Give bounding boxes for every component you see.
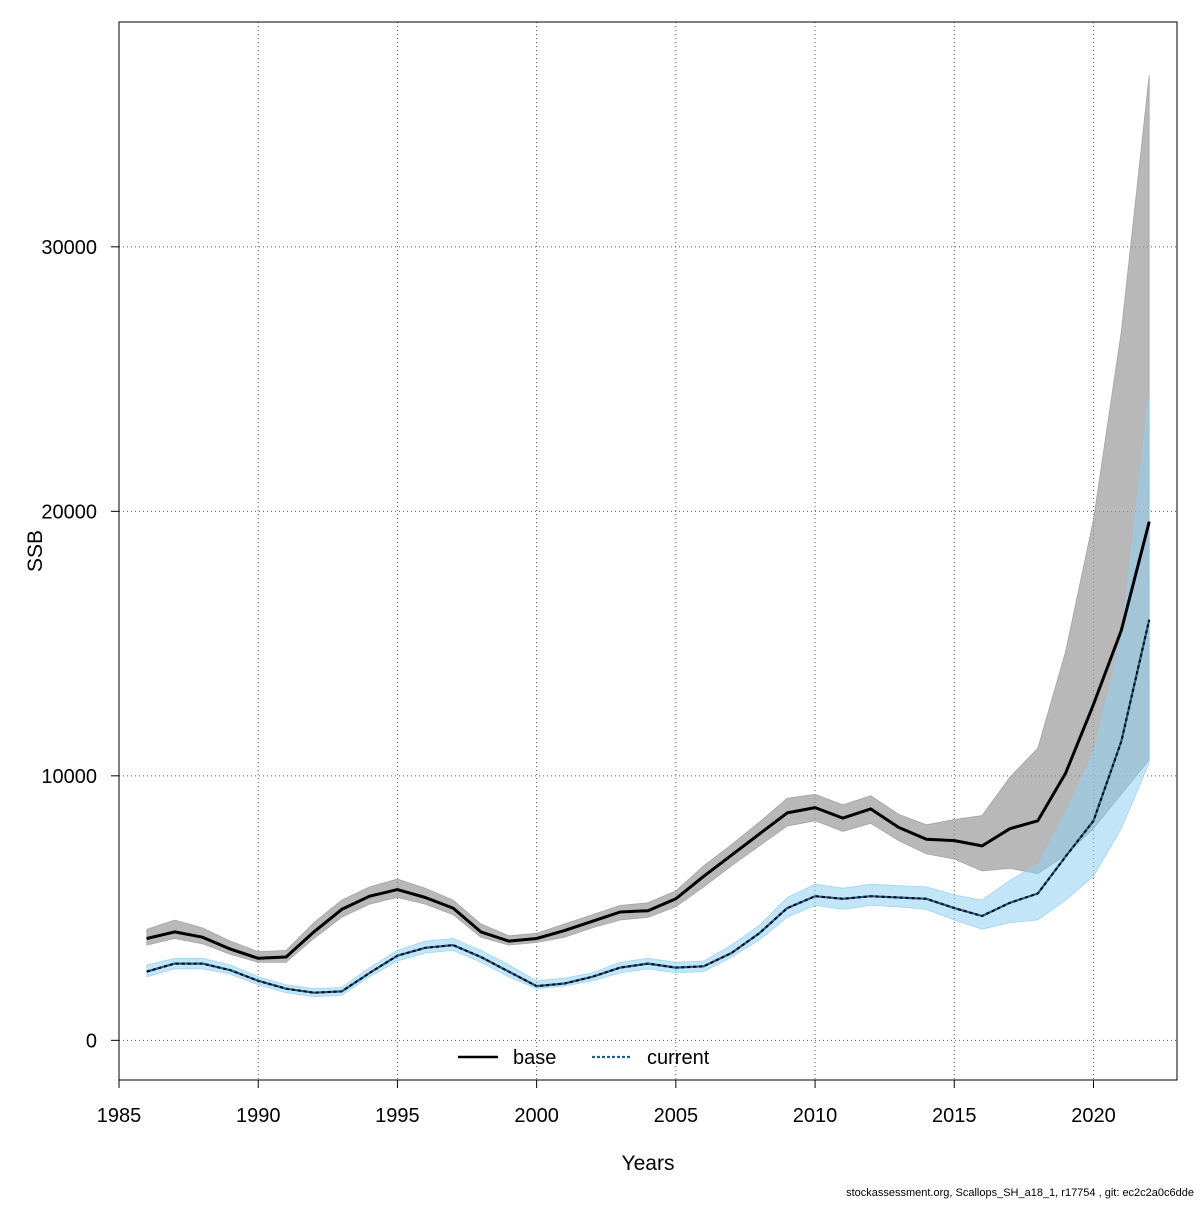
- band-current: [146, 394, 1150, 998]
- point-current: [146, 970, 148, 973]
- x-tick-label: 1995: [375, 1105, 420, 1127]
- point-current: [563, 982, 566, 985]
- point-base: [146, 937, 148, 940]
- line-layer: [146, 521, 1151, 994]
- y-axis-title: SSB: [24, 530, 47, 572]
- point-current: [842, 898, 844, 900]
- point-base: [201, 936, 204, 938]
- point-current: [675, 966, 677, 969]
- point-base: [1120, 629, 1122, 631]
- point-base: [953, 840, 955, 842]
- y-tick-label: 0: [86, 1030, 97, 1052]
- point-base: [341, 908, 343, 910]
- point-base: [703, 875, 705, 877]
- point-base: [981, 845, 983, 847]
- point-base: [675, 898, 677, 900]
- point-base: [1037, 820, 1039, 822]
- y-tick-label: 10000: [41, 766, 97, 788]
- x-tick-label: 2000: [514, 1105, 559, 1127]
- point-current: [1120, 740, 1122, 743]
- point-current: [619, 966, 621, 969]
- point-base: [536, 937, 538, 940]
- point-current: [953, 907, 955, 909]
- x-tick-label: 2015: [932, 1105, 977, 1127]
- band-layer: [146, 74, 1150, 998]
- point-base: [870, 808, 872, 810]
- point-current: [1065, 855, 1067, 858]
- point-current: [229, 969, 231, 971]
- point-base: [368, 895, 371, 897]
- point-current: [313, 992, 315, 994]
- point-base: [591, 920, 593, 922]
- x-tick-label: 1990: [236, 1105, 281, 1127]
- point-current: [174, 963, 176, 965]
- point-base: [563, 929, 566, 932]
- point-base: [424, 896, 426, 899]
- point-base: [786, 812, 788, 814]
- point-current: [508, 970, 510, 973]
- point-current: [730, 952, 733, 954]
- x-axis-title: Years: [622, 1152, 675, 1175]
- point-base: [229, 948, 231, 950]
- point-base: [1148, 521, 1150, 523]
- point-base: [897, 826, 900, 829]
- point-current: [1009, 902, 1011, 904]
- point-current: [591, 976, 593, 978]
- point-current: [897, 896, 900, 899]
- point-current: [703, 965, 705, 967]
- axis-layer: 1985 1990 1995 2000 2005 2010 2015 2020 0 10000 20…: [41, 237, 1115, 1127]
- point-base: [313, 931, 315, 933]
- point-current: [536, 985, 538, 987]
- point-current: [1148, 619, 1150, 621]
- point-current: [424, 947, 426, 949]
- point-current: [201, 963, 204, 965]
- y-tick-label: 30000: [41, 237, 97, 259]
- footer-caption: stockassessment.org, Scallops_SH_a18_1, …: [846, 1187, 1194, 1199]
- point-current: [870, 895, 872, 897]
- y-tick-label: 20000: [41, 501, 97, 523]
- point-current: [1092, 820, 1095, 822]
- point-base: [174, 931, 176, 933]
- point-current: [341, 990, 343, 992]
- point-current: [368, 972, 371, 974]
- legend-label-current: current: [647, 1047, 710, 1069]
- point-base: [452, 907, 454, 909]
- point-current: [925, 898, 928, 900]
- x-tick-label: 2020: [1071, 1105, 1116, 1127]
- point-current: [786, 907, 788, 909]
- point-current: [647, 963, 649, 965]
- point-base: [814, 806, 816, 809]
- point-current: [480, 956, 482, 958]
- point-base: [1092, 703, 1095, 706]
- point-current: [1037, 892, 1039, 895]
- point-base: [257, 957, 259, 959]
- point-base: [1009, 828, 1011, 830]
- point-base: [619, 911, 621, 913]
- point-current: [285, 988, 287, 990]
- point-current: [452, 944, 454, 946]
- x-tick-label: 2005: [654, 1105, 699, 1127]
- point-base: [925, 838, 928, 840]
- point-current: [257, 980, 259, 982]
- point-base: [842, 817, 844, 819]
- point-base: [508, 940, 510, 942]
- point-current: [981, 915, 983, 917]
- point-base: [647, 910, 649, 912]
- point-current: [758, 932, 760, 934]
- point-current: [814, 895, 816, 897]
- legend-label-base: base: [513, 1047, 556, 1069]
- point-base: [1065, 772, 1067, 774]
- x-tick-label: 2010: [793, 1105, 838, 1127]
- legend: base current: [458, 1047, 710, 1069]
- point-base: [285, 956, 287, 958]
- point-current: [396, 955, 399, 957]
- point-base: [396, 888, 399, 891]
- point-base: [730, 854, 733, 856]
- point-base: [480, 931, 482, 933]
- x-tick-label: 1985: [97, 1105, 142, 1127]
- point-base: [758, 833, 760, 835]
